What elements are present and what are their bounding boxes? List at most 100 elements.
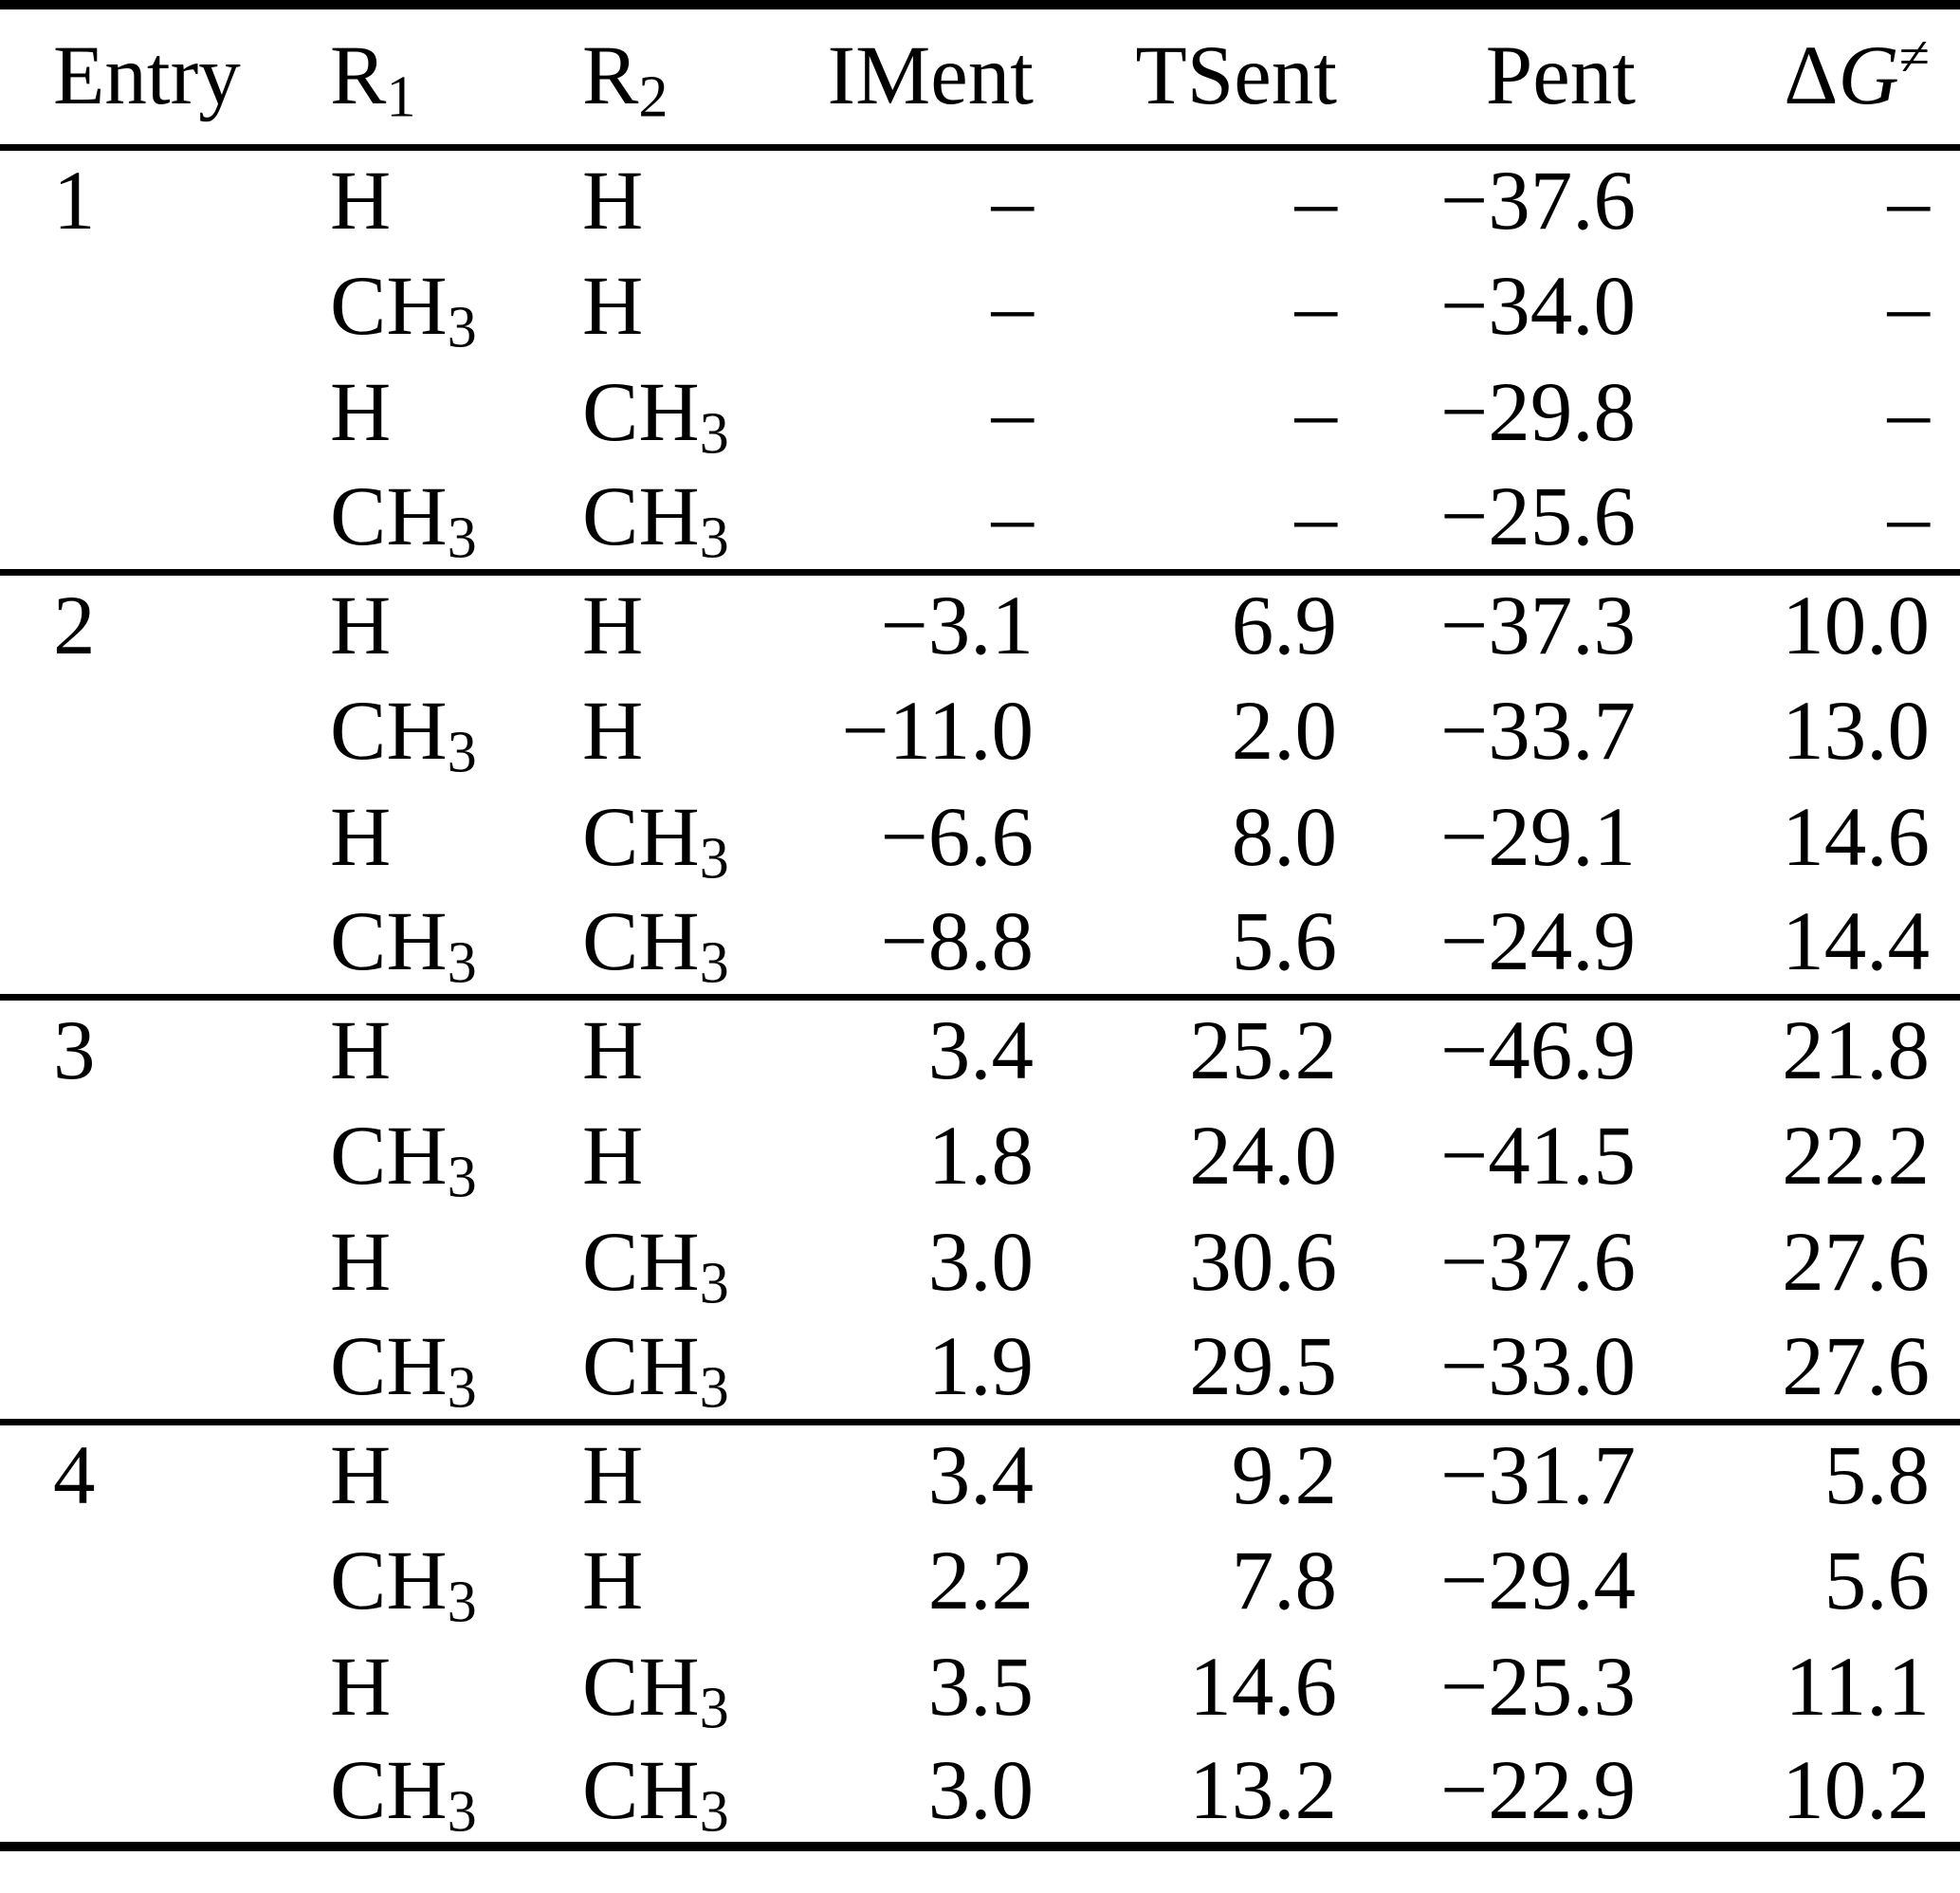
table-row: CH3 H −11.0 2.0 −33.7 13.0 <box>0 678 1960 784</box>
cell-tsent: 5.6 <box>1231 894 1337 988</box>
table-header: Entry R1 R2 IMent TSent Pent ΔG≠ <box>0 5 1960 151</box>
cell-r2: CH3 <box>582 790 729 891</box>
cell-r2: H <box>559 568 815 678</box>
column-header-entry: Entry <box>0 5 303 151</box>
cell-r2: CH3 <box>582 894 729 996</box>
cell-entry <box>0 678 303 784</box>
cell-iment: – <box>991 259 1035 353</box>
cell-r1: H <box>303 993 559 1103</box>
cell-r2: CH3 <box>582 365 729 467</box>
cell-pent: −22.9 <box>1440 1744 1636 1837</box>
table-row: CH3 H 1.8 24.0 −41.5 22.2 <box>0 1103 1960 1209</box>
column-header-iment: IMent <box>815 5 1034 151</box>
cell-pent: −37.6 <box>1440 155 1636 248</box>
cell-tsent: 30.6 <box>1189 1215 1337 1309</box>
cell-pent: −25.6 <box>1440 469 1636 563</box>
cell-r2: CH3 <box>582 1640 729 1741</box>
cell-dg: 27.6 <box>1782 1215 1930 1309</box>
cell-iment: −8.8 <box>880 894 1034 988</box>
cell-r2: H <box>559 1418 815 1528</box>
relative-energies-table: Entry R1 R2 IMent TSent Pent ΔG≠ 1 H H – – −37.6– CH… <box>0 0 1960 1851</box>
cell-dg: 5.8 <box>1636 1418 1960 1528</box>
cell-tsent: 29.5 <box>1189 1319 1337 1413</box>
cell-pent: −33.7 <box>1440 684 1636 778</box>
cell-pent: −29.8 <box>1440 365 1636 459</box>
table-row: CH3 CH3 – – −25.6 – <box>0 466 1960 572</box>
cell-tsent: 9.2 <box>1034 1418 1337 1528</box>
cell-tsent: – <box>1294 155 1338 248</box>
cell-entry: 1 <box>53 155 96 248</box>
cell-iment: −11.0 <box>841 684 1034 778</box>
column-header-tsent: TSent <box>1034 5 1337 151</box>
column-header-pent: Pent <box>1337 5 1636 151</box>
cell-tsent: – <box>1294 259 1338 353</box>
cell-entry <box>0 1740 303 1847</box>
cell-r2: CH3 <box>582 469 729 571</box>
cell-iment: – <box>991 155 1035 248</box>
entry-group-1: 1 H H – – −37.6– CH3 H – – −34.0– H CH3– – −29.8– CH3 CH… <box>0 147 1960 572</box>
cell-r2: H <box>559 993 815 1103</box>
cell-r1: CH3 <box>330 1109 477 1210</box>
cell-tsent: 24.0 <box>1189 1109 1337 1203</box>
cell-entry <box>0 1209 303 1315</box>
table-row: 2 H H −3.1 6.9 −37.3 10.0 <box>0 568 1960 678</box>
cell-tsent: 8.0 <box>1231 790 1337 884</box>
entry-group-3: 3 H H 3.4 25.2 −46.9 21.8 CH3 H 1.8 24.0 −41.5 22.2 H… <box>0 993 1960 1422</box>
cell-r1: CH3 <box>330 1534 477 1635</box>
cell-dg: – <box>1887 469 1931 563</box>
cell-iment: 3.0 <box>927 1215 1034 1309</box>
cell-pent: −31.7 <box>1337 1418 1636 1528</box>
cell-tsent: – <box>1294 469 1338 563</box>
cell-tsent: 2.0 <box>1231 684 1337 778</box>
cell-tsent: 6.9 <box>1034 568 1337 678</box>
entry-group-2: 2 H H −3.1 6.9 −37.3 10.0 CH3 H −11.0 2.0 −33.7 13.0… <box>0 568 1960 997</box>
cell-dg: 10.2 <box>1782 1744 1930 1837</box>
cell-dg: 13.0 <box>1782 684 1930 778</box>
cell-entry: 4 <box>0 1418 303 1528</box>
header-row: Entry R1 R2 IMent TSent Pent ΔG≠ <box>0 5 1960 151</box>
cell-iment: −3.1 <box>815 568 1034 678</box>
cell-r1: CH3 <box>330 1319 477 1421</box>
cell-r2: H <box>582 155 644 248</box>
cell-iment: 3.5 <box>927 1640 1034 1734</box>
cell-entry: 2 <box>0 568 303 678</box>
cell-r2: H <box>582 1109 644 1203</box>
cell-pent: −33.0 <box>1440 1319 1636 1413</box>
cell-dg: 22.2 <box>1782 1109 1930 1203</box>
cell-tsent: 25.2 <box>1034 993 1337 1103</box>
cell-r1: H <box>303 1418 559 1528</box>
cell-r2: CH3 <box>582 1744 729 1845</box>
column-header-dg: ΔG≠ <box>1636 5 1960 151</box>
cell-pent: −37.6 <box>1440 1215 1636 1309</box>
cell-r1: H <box>330 790 392 884</box>
cell-entry <box>0 1528 303 1634</box>
cell-tsent: 14.6 <box>1189 1640 1337 1734</box>
cell-tsent: – <box>1294 365 1338 459</box>
cell-entry: 3 <box>0 993 303 1103</box>
cell-pent: −37.3 <box>1337 568 1636 678</box>
table-row: H CH3 3.5 14.6 −25.3 11.1 <box>0 1634 1960 1740</box>
cell-entry <box>0 891 303 997</box>
cell-iment: 3.0 <box>927 1744 1034 1837</box>
cell-r2: H <box>582 684 644 778</box>
cell-dg: 11.1 <box>1785 1640 1930 1734</box>
cell-r2: CH3 <box>582 1215 729 1316</box>
cell-iment: 3.4 <box>815 993 1034 1103</box>
table-row: 3 H H 3.4 25.2 −46.9 21.8 <box>0 993 1960 1103</box>
cell-r2: CH3 <box>582 1319 729 1421</box>
column-header-r2: R2 <box>559 5 815 151</box>
cell-dg: 14.4 <box>1782 894 1930 988</box>
cell-r2: H <box>582 1534 644 1627</box>
table-row: CH3 CH3 1.9 29.5 −33.0 27.6 <box>0 1315 1960 1422</box>
table-row: CH3 CH3 3.0 13.2 −22.9 10.2 <box>0 1740 1960 1847</box>
cell-iment: 1.8 <box>927 1109 1034 1203</box>
table-row: H CH3 −6.6 8.0 −29.1 14.6 <box>0 784 1960 891</box>
entry-group-4: 4 H H 3.4 9.2 −31.7 5.8 CH3 H 2.2 7.8 −29.4 5.6 H CH3 3… <box>0 1418 1960 1847</box>
cell-dg: 14.6 <box>1782 790 1930 884</box>
table-row: H CH3 3.0 30.6 −37.6 27.6 <box>0 1209 1960 1315</box>
cell-r1: CH3 <box>330 1744 477 1845</box>
cell-r1: H <box>330 1215 392 1309</box>
cell-entry <box>0 253 303 359</box>
cell-tsent: 13.2 <box>1189 1744 1337 1837</box>
